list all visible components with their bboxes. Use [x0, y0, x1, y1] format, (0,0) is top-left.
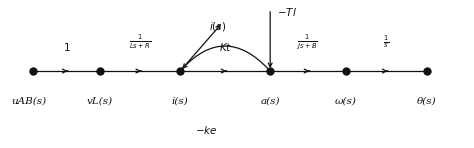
- Text: θ(s): θ(s): [417, 96, 437, 105]
- Text: $i(s)$: $i(s)$: [209, 20, 226, 33]
- Text: $\frac{1}{Js+B}$: $\frac{1}{Js+B}$: [296, 32, 318, 51]
- Text: i(s): i(s): [172, 96, 189, 105]
- FancyArrowPatch shape: [183, 46, 268, 69]
- Text: vL(s): vL(s): [86, 96, 113, 105]
- Text: ω(s): ω(s): [335, 96, 357, 105]
- Text: a(s): a(s): [260, 96, 280, 105]
- Text: $-Tl$: $-Tl$: [277, 6, 297, 18]
- Text: $Kt$: $Kt$: [219, 41, 232, 53]
- Text: $1$: $1$: [63, 41, 70, 53]
- Text: $\frac{1}{Ls+R}$: $\frac{1}{Ls+R}$: [128, 32, 151, 51]
- Text: $\frac{1}{s}$: $\frac{1}{s}$: [383, 33, 390, 50]
- Text: $-ke$: $-ke$: [195, 124, 218, 136]
- Text: uAB(s): uAB(s): [11, 96, 46, 105]
